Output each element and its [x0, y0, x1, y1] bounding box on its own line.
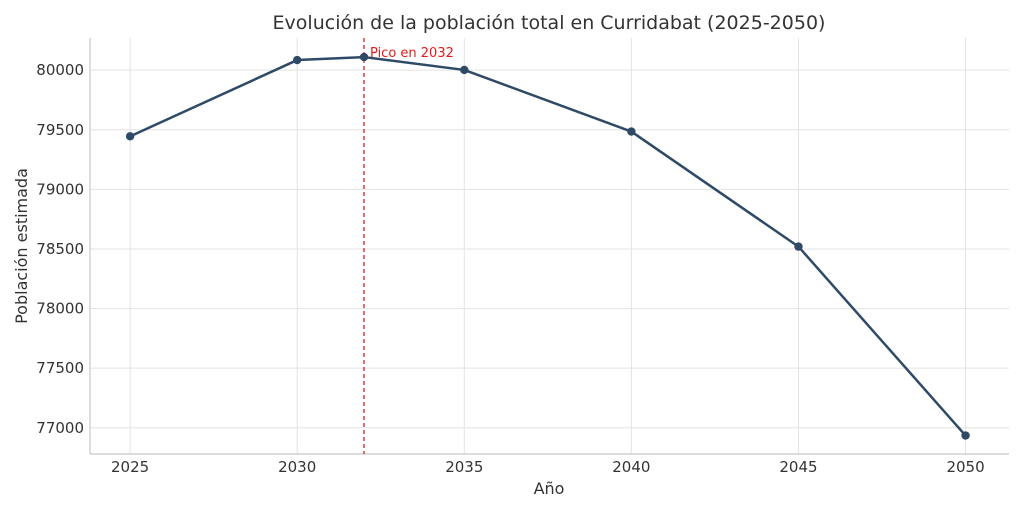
axes: [89, 38, 1009, 455]
data-point: [292, 55, 302, 65]
y-tick-label: 78000: [36, 300, 84, 318]
chart-title: Evolución de la población total en Curri…: [273, 12, 826, 34]
x-tick-label: 2045: [779, 458, 817, 476]
y-tick-label: 80000: [36, 61, 84, 79]
data-point: [961, 431, 970, 440]
data-point: [460, 65, 469, 75]
y-tick-label: 79500: [36, 121, 84, 139]
peak-annotation-label: Pico en 2032: [370, 46, 454, 61]
x-tick-labels: 2025 2030 2035 2040 2045 2050: [111, 458, 985, 476]
y-tick-label: 77500: [36, 359, 84, 377]
x-tick-label: 2050: [946, 458, 984, 476]
y-tick-labels: 77000 77500 78000 78500 79000 79500 80000: [36, 61, 84, 437]
y-tick-label: 78500: [36, 240, 84, 258]
x-tick-label: 2040: [612, 458, 650, 476]
y-tick-label: 79000: [36, 180, 84, 198]
data-point: [627, 127, 636, 136]
y-tick-label: 77000: [36, 419, 84, 437]
x-tick-label: 2035: [445, 458, 483, 476]
x-tick-label: 2025: [111, 458, 149, 476]
x-axis-label: Año: [534, 479, 565, 498]
data-point: [125, 132, 135, 141]
y-axis-label: Población estimada: [12, 168, 31, 324]
series-line: [129, 55, 967, 437]
data-point: [359, 52, 369, 62]
data-point: [794, 242, 803, 251]
x-tick-label: 2030: [278, 458, 316, 476]
grid: [90, 38, 1009, 454]
series: [125, 52, 970, 440]
annotations: Pico en 2032: [363, 38, 454, 454]
